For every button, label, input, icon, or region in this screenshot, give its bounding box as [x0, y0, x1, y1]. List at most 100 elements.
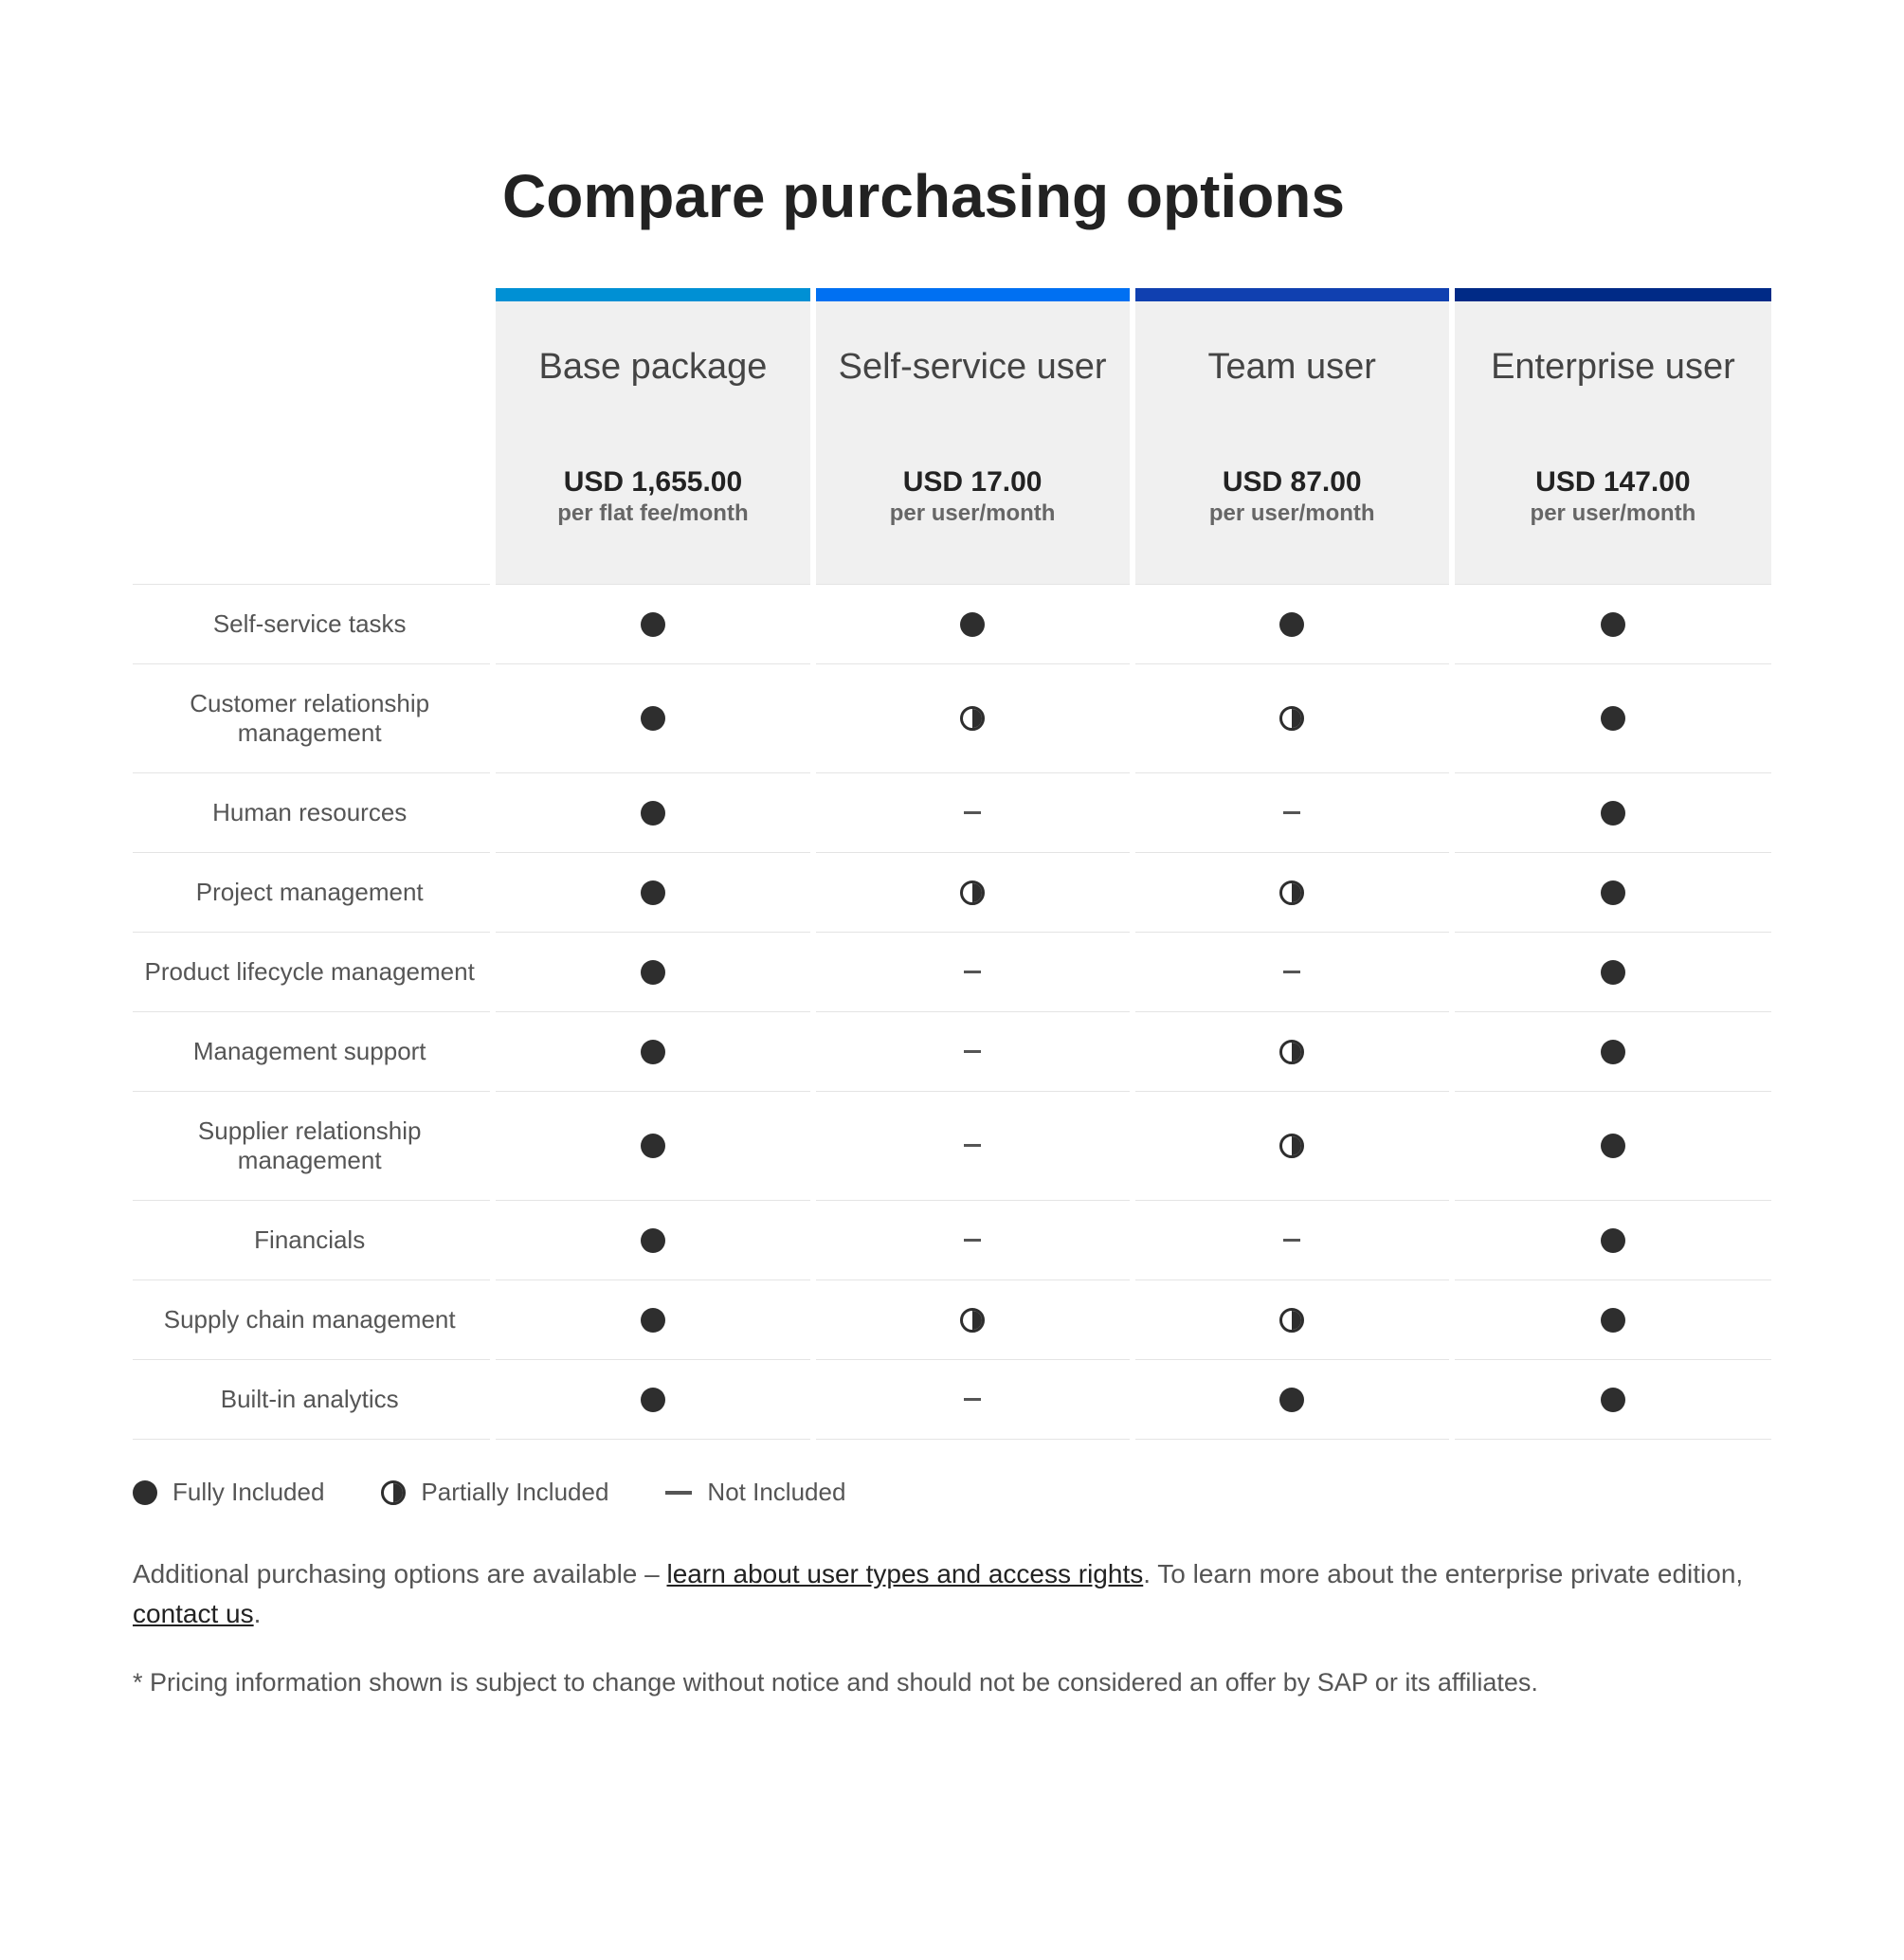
legend-partial-label: Partially Included	[421, 1478, 608, 1507]
partial-icon	[1279, 1134, 1304, 1158]
plan-price: USD 1,655.00	[515, 466, 790, 499]
feature-cell	[813, 585, 1133, 664]
table-header-row: Base packageUSD 1,655.00per flat fee/mon…	[133, 288, 1771, 585]
full-icon	[1601, 1040, 1625, 1064]
feature-cell	[1452, 664, 1771, 773]
feature-cell	[813, 1360, 1133, 1440]
feature-label: Project management	[133, 853, 493, 933]
feature-cell	[1452, 585, 1771, 664]
full-icon	[641, 706, 665, 731]
feature-cell	[1452, 853, 1771, 933]
full-icon	[641, 801, 665, 826]
plan-header: Enterprise user USD 147.00per user/month	[1452, 288, 1771, 585]
plan-price: USD 147.00	[1474, 466, 1752, 499]
feature-cell	[493, 1012, 812, 1092]
full-icon	[1601, 1134, 1625, 1158]
legend-full-label: Fully Included	[172, 1478, 324, 1507]
feature-cell	[1452, 1280, 1771, 1360]
plan-unit: per user/month	[1154, 500, 1430, 527]
comparison-table: Base packageUSD 1,655.00per flat fee/mon…	[133, 288, 1771, 1440]
footnote-mid: . To learn more about the enterprise pri…	[1143, 1559, 1743, 1588]
none-icon	[1283, 1239, 1300, 1242]
partial-icon	[960, 880, 985, 905]
table-row: Project management	[133, 853, 1771, 933]
feature-cell	[493, 1280, 812, 1360]
partial-icon	[1279, 706, 1304, 731]
partial-icon	[381, 1480, 406, 1505]
feature-cell	[493, 853, 812, 933]
full-icon	[641, 1308, 665, 1333]
plan-accent-bar	[496, 288, 809, 301]
feature-cell	[813, 773, 1133, 853]
table-row: Customer relationship management	[133, 664, 1771, 773]
plan-name: Self-service user	[835, 347, 1111, 432]
full-icon	[641, 1134, 665, 1158]
legend-none-label: Not Included	[707, 1478, 845, 1507]
full-icon	[1601, 1308, 1625, 1333]
none-icon	[1283, 971, 1300, 973]
feature-cell	[493, 773, 812, 853]
feature-cell	[813, 933, 1133, 1012]
none-icon	[964, 1398, 981, 1401]
feature-cell	[1452, 1201, 1771, 1280]
none-icon	[964, 1239, 981, 1242]
feature-cell	[1452, 1012, 1771, 1092]
full-icon	[1601, 1228, 1625, 1253]
full-icon	[1601, 801, 1625, 826]
feature-label: Management support	[133, 1012, 493, 1092]
none-icon	[665, 1491, 692, 1495]
full-icon	[1601, 706, 1625, 731]
full-icon	[1601, 880, 1625, 905]
plan-accent-bar	[816, 288, 1130, 301]
full-icon	[1601, 1388, 1625, 1412]
partial-icon	[1279, 1308, 1304, 1333]
feature-cell	[1133, 933, 1452, 1012]
feature-cell	[493, 585, 812, 664]
none-icon	[964, 971, 981, 973]
feature-header-blank	[133, 288, 493, 585]
full-icon	[641, 880, 665, 905]
contact-us-link[interactable]: contact us	[133, 1599, 254, 1628]
full-icon	[133, 1480, 157, 1505]
learn-user-types-link[interactable]: learn about user types and access rights	[667, 1559, 1144, 1588]
legend-full: Fully Included	[133, 1478, 324, 1507]
full-icon	[1279, 612, 1304, 637]
full-icon	[1601, 612, 1625, 637]
legend-none: Not Included	[665, 1478, 845, 1507]
feature-cell	[1133, 1201, 1452, 1280]
full-icon	[960, 612, 985, 637]
feature-cell	[493, 933, 812, 1012]
full-icon	[1601, 960, 1625, 985]
feature-label: Supplier relationship management	[133, 1092, 493, 1201]
page-title: Compare purchasing options	[502, 161, 1771, 231]
footnote-post: .	[254, 1599, 262, 1628]
feature-cell	[1452, 933, 1771, 1012]
plan-accent-bar	[1135, 288, 1449, 301]
partial-icon	[1279, 880, 1304, 905]
feature-cell	[1133, 1012, 1452, 1092]
feature-cell	[1133, 1092, 1452, 1201]
legend-partial: Partially Included	[381, 1478, 608, 1507]
feature-cell	[813, 1092, 1133, 1201]
plan-header: Team userUSD 87.00per user/month	[1133, 288, 1452, 585]
feature-cell	[813, 853, 1133, 933]
feature-cell	[1133, 664, 1452, 773]
plan-price: USD 17.00	[835, 466, 1111, 499]
plan-name: Enterprise user	[1474, 347, 1752, 432]
feature-cell	[813, 1201, 1133, 1280]
table-row: Supply chain management	[133, 1280, 1771, 1360]
none-icon	[964, 811, 981, 814]
plan-header: Base packageUSD 1,655.00per flat fee/mon…	[493, 288, 812, 585]
feature-cell	[493, 664, 812, 773]
partial-icon	[960, 706, 985, 731]
plan-unit: per user/month	[1474, 500, 1752, 527]
none-icon	[1283, 811, 1300, 814]
feature-cell	[493, 1201, 812, 1280]
footnote-pre: Additional purchasing options are availa…	[133, 1559, 667, 1588]
none-icon	[964, 1050, 981, 1053]
feature-cell	[1133, 853, 1452, 933]
pricing-disclaimer: * Pricing information shown is subject t…	[133, 1668, 1771, 1697]
table-row: Product lifecycle management	[133, 933, 1771, 1012]
table-row: Self-service tasks	[133, 585, 1771, 664]
feature-cell	[1452, 1092, 1771, 1201]
